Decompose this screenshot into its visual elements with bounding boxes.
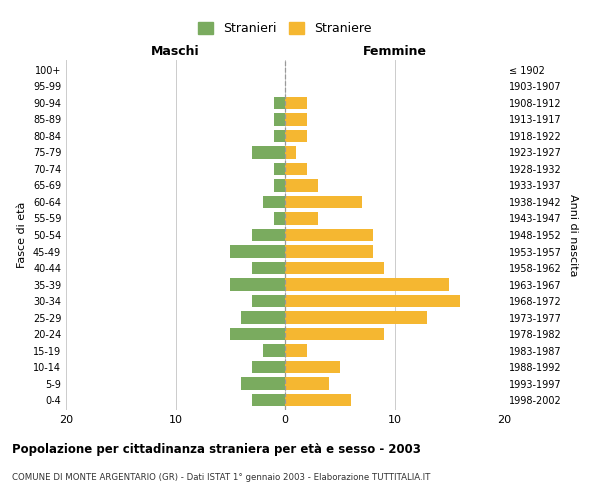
- Bar: [285, 130, 307, 142]
- Text: COMUNE DI MONTE ARGENTARIO (GR) - Dati ISTAT 1° gennaio 2003 - Elaborazione TUTT: COMUNE DI MONTE ARGENTARIO (GR) - Dati I…: [12, 472, 430, 482]
- Bar: [274, 163, 285, 175]
- Bar: [252, 361, 285, 374]
- Text: Femmine: Femmine: [362, 44, 427, 58]
- Y-axis label: Anni di nascita: Anni di nascita: [568, 194, 578, 276]
- Bar: [263, 196, 285, 208]
- Y-axis label: Fasce di età: Fasce di età: [17, 202, 27, 268]
- Bar: [230, 328, 285, 340]
- Bar: [285, 278, 449, 290]
- Bar: [285, 163, 307, 175]
- Bar: [285, 96, 307, 109]
- Bar: [285, 328, 383, 340]
- Bar: [285, 196, 362, 208]
- Bar: [252, 394, 285, 406]
- Bar: [274, 212, 285, 224]
- Bar: [285, 361, 340, 374]
- Bar: [285, 212, 318, 224]
- Bar: [285, 146, 296, 158]
- Bar: [230, 278, 285, 290]
- Text: Popolazione per cittadinanza straniera per età e sesso - 2003: Popolazione per cittadinanza straniera p…: [12, 442, 421, 456]
- Bar: [252, 295, 285, 307]
- Bar: [252, 146, 285, 158]
- Bar: [285, 344, 307, 357]
- Bar: [252, 229, 285, 241]
- Legend: Stranieri, Straniere: Stranieri, Straniere: [193, 18, 377, 40]
- Bar: [285, 246, 373, 258]
- Bar: [285, 229, 373, 241]
- Bar: [241, 378, 285, 390]
- Bar: [230, 246, 285, 258]
- Bar: [252, 262, 285, 274]
- Bar: [274, 180, 285, 192]
- Bar: [285, 180, 318, 192]
- Bar: [263, 344, 285, 357]
- Bar: [285, 113, 307, 126]
- Bar: [285, 295, 460, 307]
- Bar: [274, 130, 285, 142]
- Bar: [285, 312, 427, 324]
- Bar: [274, 96, 285, 109]
- Bar: [285, 262, 383, 274]
- Text: Maschi: Maschi: [151, 44, 200, 58]
- Bar: [241, 312, 285, 324]
- Bar: [285, 394, 351, 406]
- Bar: [285, 378, 329, 390]
- Bar: [274, 113, 285, 126]
